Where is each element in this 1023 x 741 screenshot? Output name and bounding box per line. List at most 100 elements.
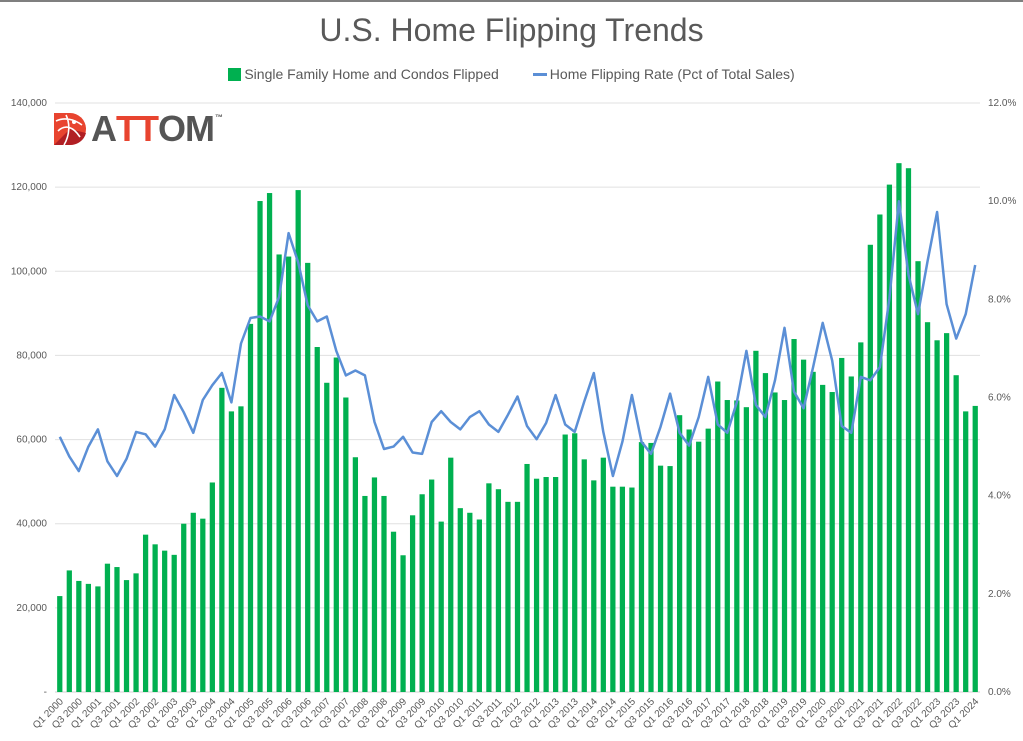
bar	[591, 480, 597, 692]
y-left-tick-label: 100,000	[11, 266, 48, 277]
bar	[343, 397, 349, 692]
bar	[486, 483, 492, 692]
bar	[457, 508, 463, 692]
bar	[295, 190, 301, 692]
bar	[438, 521, 444, 692]
bar	[972, 405, 978, 692]
bar	[66, 570, 72, 692]
bar	[85, 583, 91, 692]
bar	[657, 465, 664, 692]
bar	[524, 463, 530, 692]
bar	[896, 163, 902, 693]
bar	[352, 457, 359, 692]
legend-bar-swatch	[228, 67, 242, 81]
bar	[705, 428, 711, 692]
y-left-tick-label: 40,000	[16, 519, 47, 530]
bar	[800, 359, 807, 692]
bar	[104, 563, 111, 692]
bar	[114, 567, 120, 692]
bar	[247, 323, 254, 692]
legend-label-flipped: Single Family Home and Condos Flipped	[244, 66, 499, 82]
bar	[839, 357, 845, 692]
bar	[76, 580, 82, 692]
y-right-tick-label: 8.0%	[988, 294, 1011, 305]
bar	[371, 477, 378, 692]
bar	[724, 400, 730, 692]
bar	[781, 400, 788, 692]
bar	[228, 411, 235, 692]
bar	[495, 489, 502, 692]
bar	[162, 550, 168, 692]
bar	[266, 193, 273, 693]
bar	[152, 544, 158, 692]
bar	[448, 457, 454, 692]
bar	[715, 381, 721, 692]
bar	[791, 339, 797, 692]
bar	[257, 201, 263, 692]
legend-item-flipped: Single Family Home and Condos Flipped	[228, 66, 499, 82]
bar	[963, 411, 969, 692]
bar	[696, 441, 702, 692]
bar-series	[57, 163, 978, 693]
bar	[905, 168, 912, 693]
bar	[333, 357, 339, 692]
bar	[362, 495, 368, 692]
logo-trademark: ™	[214, 113, 223, 122]
bar	[514, 501, 521, 692]
bar	[324, 382, 330, 692]
bar	[133, 573, 139, 692]
logo-text-tt: TT	[116, 108, 159, 149]
bar	[915, 261, 921, 692]
y-right-tick-label: 12.0%	[988, 98, 1016, 109]
bar	[753, 350, 759, 692]
bar	[867, 244, 873, 693]
legend-item-rate: Home Flipping Rate (Pct of Total Sales)	[532, 66, 795, 82]
bar	[190, 512, 196, 692]
bar	[772, 392, 778, 692]
bar	[429, 479, 435, 692]
bar	[57, 596, 63, 692]
bar	[219, 387, 225, 692]
y-right-tick-label: 2.0%	[988, 589, 1011, 600]
y-axis-right: 0.0% 2.0% 4.0% 6.0% 8.0% 10.0% 12.0%	[988, 98, 1016, 698]
bar	[676, 415, 683, 692]
bar	[610, 486, 616, 692]
bar	[944, 333, 950, 692]
y-right-tick-label: 10.0%	[988, 196, 1016, 207]
logo-text-a: A	[91, 108, 117, 149]
bar	[619, 486, 626, 692]
bar	[181, 523, 187, 692]
logo-text-om: OM	[157, 108, 215, 149]
bar	[381, 495, 387, 692]
bar	[743, 407, 749, 692]
bar	[581, 459, 587, 692]
bar	[142, 534, 149, 692]
bar	[820, 384, 826, 692]
bar	[848, 376, 854, 692]
bar	[419, 494, 425, 692]
bar	[638, 442, 645, 692]
legend-line-swatch	[532, 72, 547, 76]
bar	[276, 254, 282, 692]
bar	[467, 512, 473, 692]
bar	[305, 262, 311, 692]
attom-globe-icon	[54, 113, 86, 146]
bar	[629, 487, 635, 692]
y-right-tick-label: 6.0%	[988, 393, 1011, 404]
y-right-tick-label: 0.0%	[988, 687, 1011, 698]
bar	[553, 477, 559, 692]
rate-line	[58, 199, 977, 478]
bar	[648, 442, 654, 692]
bar	[600, 457, 606, 692]
legend-label-rate: Home Flipping Rate (Pct of Total Sales)	[549, 66, 795, 82]
bar	[409, 515, 416, 692]
bar	[286, 256, 292, 692]
bar	[314, 347, 320, 692]
bar	[953, 375, 959, 692]
bar	[209, 482, 215, 692]
bar	[886, 184, 893, 692]
bar	[924, 322, 931, 692]
y-left-tick-label: -	[44, 687, 47, 698]
bar	[734, 400, 740, 692]
